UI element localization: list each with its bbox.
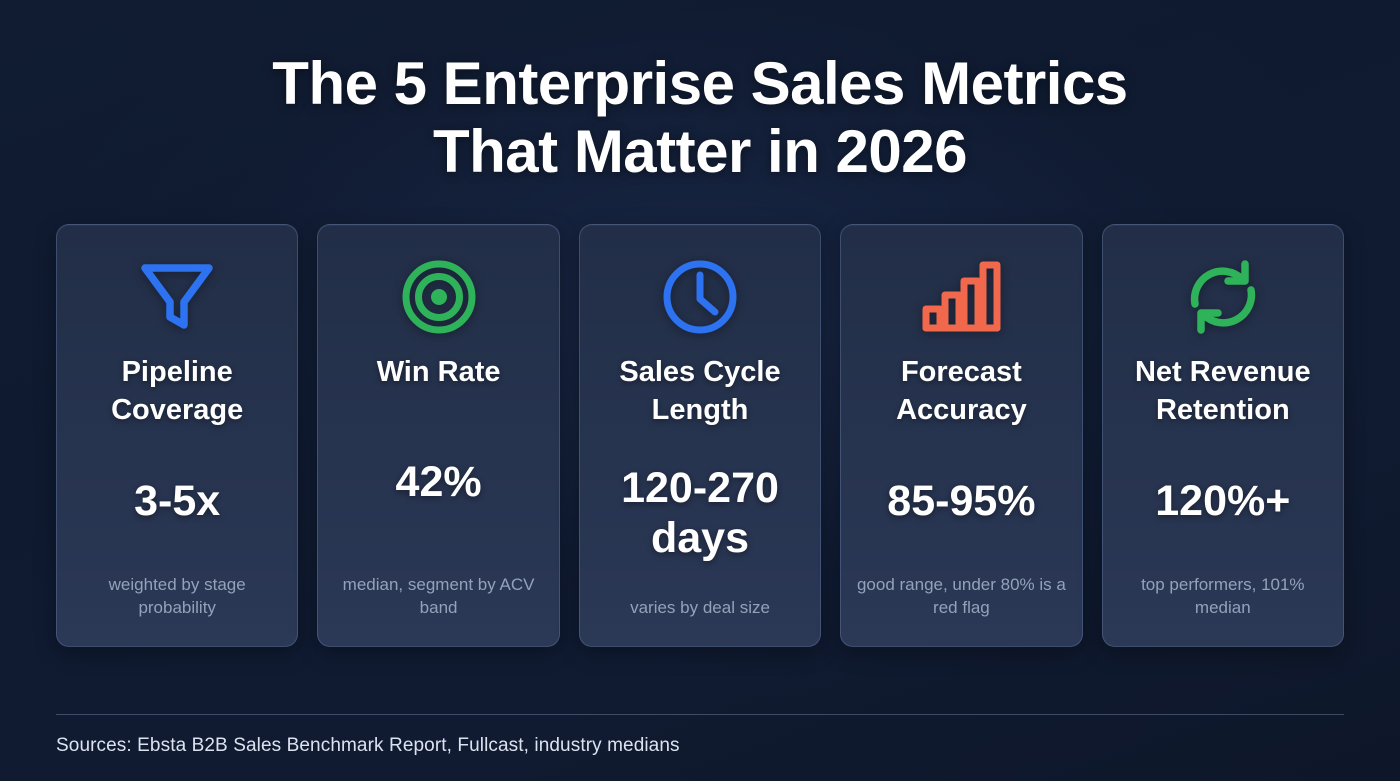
metric-note: median, segment by ACV band [342,575,535,618]
metric-value: 120-270 days [621,463,779,562]
metric-note: good range, under 80% is a red flag [856,575,1066,618]
bar-chart-icon [921,251,1001,343]
footer-divider [56,714,1344,715]
title-line-2: That Matter in 2026 [433,117,968,185]
metric-note: weighted by stage probability [108,575,246,618]
metric-note: varies by deal size [630,598,770,618]
refresh-cycle-icon [1183,251,1263,343]
metric-card-pipeline-coverage: Pipeline Coverage 3-5x weighted by stage… [55,223,299,647]
metric-cards-row: Pipeline Coverage 3-5x weighted by stage… [55,223,1345,647]
target-icon [400,251,478,343]
metric-card-win-rate: Win Rate 42% median, segment by ACV band [317,223,560,647]
metric-note: top performers, 101% median [1141,575,1305,618]
metric-title: Net Revenue Retention [1134,355,1311,426]
metric-value: 42% [395,457,482,506]
metric-title: Forecast Accuracy [896,355,1027,426]
footer: Sources: Ebsta B2B Sales Benchmark Repor… [56,696,1344,757]
metric-title: Win Rate [376,355,501,388]
metric-title: Sales Cycle Length [619,355,781,426]
metric-value: 85-95% [887,477,1036,526]
metric-card-forecast-accuracy: Forecast Accuracy 85-95% good range, und… [840,223,1083,647]
clock-icon [661,251,739,343]
sources-text: Sources: Ebsta B2B Sales Benchmark Repor… [56,735,680,756]
funnel-icon [138,251,216,343]
page-title: The 5 Enterprise Sales Metrics That Matt… [56,50,1344,186]
metric-title: Pipeline Coverage [111,355,244,426]
metric-card-sales-cycle-length: Sales Cycle Length 120-270 days varies b… [578,223,822,647]
metric-value: 3-5x [134,477,221,526]
title-line-1: The 5 Enterprise Sales Metrics [272,50,1128,117]
metric-value: 120%+ [1155,477,1291,526]
metric-card-net-revenue-retention: Net Revenue Retention 120%+ top performe… [1101,223,1345,647]
